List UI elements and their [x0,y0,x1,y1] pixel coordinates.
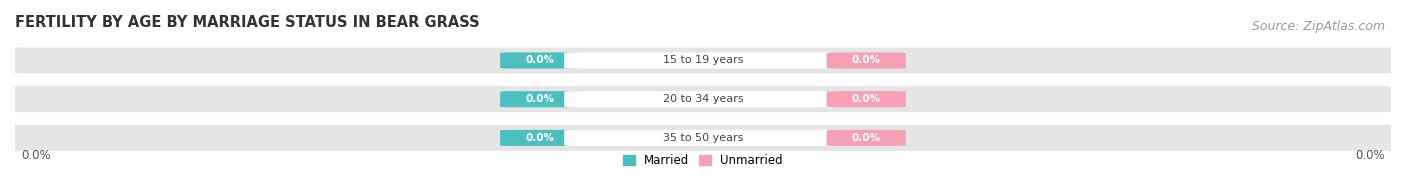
Text: 0.0%: 0.0% [852,55,880,65]
FancyBboxPatch shape [6,125,1400,151]
FancyBboxPatch shape [564,130,842,146]
FancyBboxPatch shape [827,130,905,146]
Text: 0.0%: 0.0% [1355,149,1385,162]
FancyBboxPatch shape [827,91,905,107]
Text: 0.0%: 0.0% [852,133,880,143]
FancyBboxPatch shape [501,53,579,69]
FancyBboxPatch shape [564,91,842,107]
FancyBboxPatch shape [501,130,579,146]
FancyBboxPatch shape [6,47,1400,74]
Text: 20 to 34 years: 20 to 34 years [662,94,744,104]
Text: FERTILITY BY AGE BY MARRIAGE STATUS IN BEAR GRASS: FERTILITY BY AGE BY MARRIAGE STATUS IN B… [15,15,479,30]
Text: 0.0%: 0.0% [526,94,554,104]
FancyBboxPatch shape [827,53,905,69]
Text: 0.0%: 0.0% [21,149,51,162]
Text: 35 to 50 years: 35 to 50 years [662,133,744,143]
FancyBboxPatch shape [501,91,579,107]
Text: Source: ZipAtlas.com: Source: ZipAtlas.com [1251,20,1385,33]
Text: 0.0%: 0.0% [526,133,554,143]
FancyBboxPatch shape [564,53,842,69]
Text: 0.0%: 0.0% [852,94,880,104]
FancyBboxPatch shape [6,86,1400,112]
Text: 15 to 19 years: 15 to 19 years [662,55,744,65]
Text: 0.0%: 0.0% [526,55,554,65]
Legend: Married, Unmarried: Married, Unmarried [623,154,783,167]
